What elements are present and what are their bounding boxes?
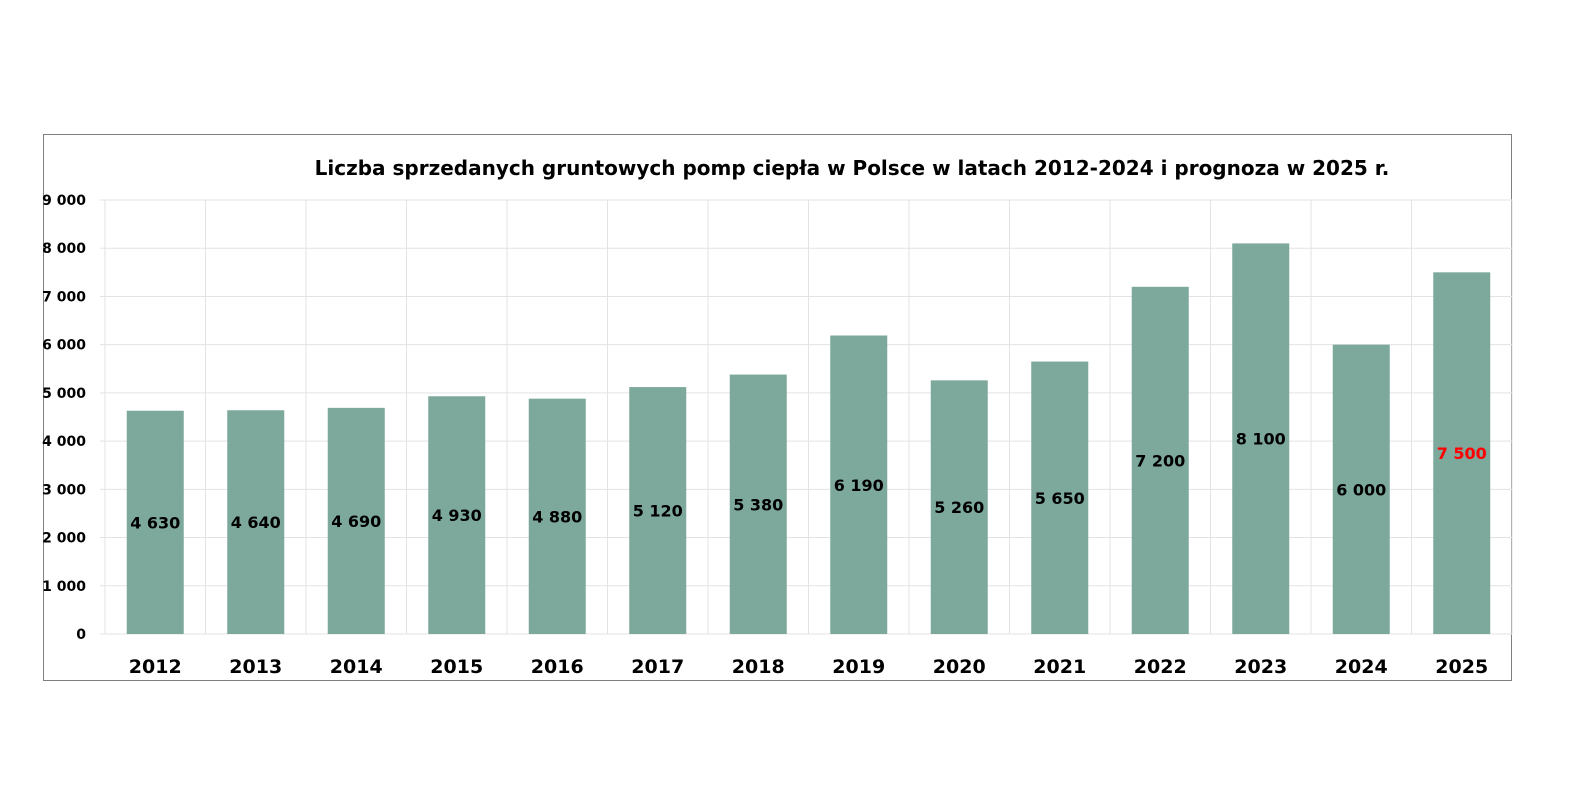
bar-2021 xyxy=(1031,361,1089,634)
y-tick-label: 8 000 xyxy=(42,241,86,257)
y-tick-label: 7 000 xyxy=(42,289,86,305)
y-tick-label: 9 000 xyxy=(42,193,86,209)
bar-2018 xyxy=(729,374,787,634)
x-tick-label: 2015 xyxy=(430,656,483,678)
y-tick-label: 5 000 xyxy=(42,386,86,402)
bar-2019 xyxy=(830,335,888,634)
gridlines xyxy=(100,199,1513,635)
x-axis: 2012 2013 2014 2015 2016 2017 2018 2019 2020 2021… xyxy=(129,656,1488,678)
x-tick-label: 2021 xyxy=(1033,656,1086,678)
data-label: 4 880 xyxy=(532,507,582,526)
data-label: 7 200 xyxy=(1135,451,1185,470)
x-tick-label: 2022 xyxy=(1134,656,1187,678)
x-tick-label: 2013 xyxy=(229,656,282,678)
x-tick-label: 2019 xyxy=(832,656,885,678)
bar-2024 xyxy=(1332,344,1390,634)
y-tick-label: 4 000 xyxy=(42,434,86,450)
bar-2016 xyxy=(528,398,586,634)
x-tick-label: 2024 xyxy=(1335,656,1388,678)
data-label: 8 100 xyxy=(1236,430,1286,449)
data-label: 6 190 xyxy=(834,476,884,495)
bar-2015 xyxy=(428,396,486,634)
x-tick-label: 2016 xyxy=(531,656,584,678)
bar-2012 xyxy=(126,410,184,634)
chart-title: Liczba sprzedanych gruntowych pomp ciepł… xyxy=(315,156,1390,180)
bar-2014 xyxy=(327,407,385,634)
bar-2025 xyxy=(1433,272,1491,634)
data-labels: 4 630 4 640 4 690 4 930 4 880 5 120 5 380 6 190… xyxy=(130,430,1487,533)
y-tick-label: 6 000 xyxy=(42,338,86,354)
x-tick-label: 2012 xyxy=(129,656,182,678)
y-tick-label: 2 000 xyxy=(42,531,86,547)
data-label: 4 630 xyxy=(130,513,180,532)
y-tick-label: 1 000 xyxy=(42,579,86,595)
data-label: 5 650 xyxy=(1035,489,1085,508)
data-label: 5 120 xyxy=(633,502,683,521)
bar-2023 xyxy=(1232,243,1290,634)
y-tick-label: 0 xyxy=(76,627,86,643)
bar-2022 xyxy=(1131,286,1189,634)
bar-2017 xyxy=(629,387,687,634)
bars xyxy=(126,243,1491,634)
x-tick-label: 2020 xyxy=(933,656,986,678)
data-label: 4 690 xyxy=(331,512,381,531)
x-tick-label: 2018 xyxy=(732,656,785,678)
y-axis: 0 1 000 2 000 3 000 4 000 5 000 6 000 7 000 8 00… xyxy=(42,193,86,643)
data-label: 5 380 xyxy=(733,495,783,514)
data-label: 5 260 xyxy=(934,498,984,517)
x-tick-label: 2023 xyxy=(1234,656,1287,678)
data-label: 4 930 xyxy=(432,506,482,525)
data-label: 4 640 xyxy=(231,513,281,532)
x-tick-label: 2014 xyxy=(330,656,383,678)
data-label: 6 000 xyxy=(1336,480,1386,499)
bar-2013 xyxy=(227,410,285,634)
data-label: 7 500 xyxy=(1437,444,1487,463)
x-tick-label: 2025 xyxy=(1435,656,1488,678)
bar-2020 xyxy=(930,380,988,634)
x-tick-label: 2017 xyxy=(631,656,684,678)
y-tick-label: 3 000 xyxy=(42,482,86,498)
